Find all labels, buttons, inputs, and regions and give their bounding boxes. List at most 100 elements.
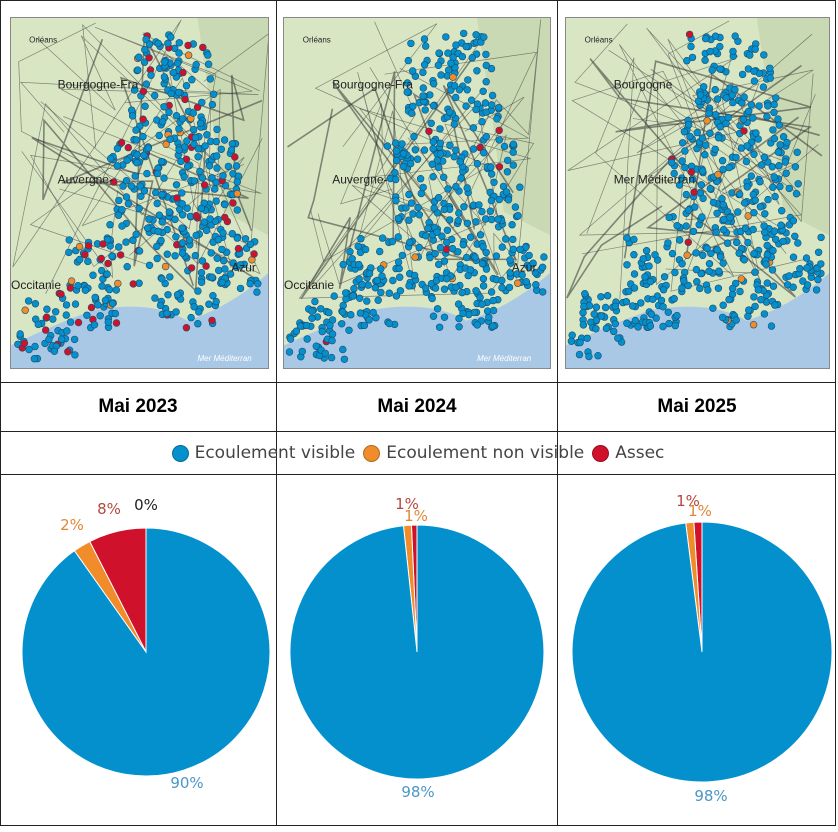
station-marker [472, 31, 480, 39]
station-marker [703, 117, 711, 125]
station-marker [670, 169, 678, 178]
station-marker [498, 276, 506, 285]
station-marker [711, 32, 720, 40]
station-marker [478, 300, 486, 308]
station-marker [202, 226, 211, 235]
station-marker [713, 246, 721, 254]
station-marker [151, 294, 159, 302]
station-marker [660, 273, 669, 281]
station-marker [770, 227, 779, 235]
station-marker [426, 253, 434, 262]
sea-area [284, 273, 550, 368]
station-marker [414, 204, 422, 212]
station-marker [482, 248, 490, 257]
station-marker [478, 117, 486, 126]
station-marker [116, 251, 125, 259]
station-marker [228, 140, 237, 148]
station-marker [163, 309, 171, 318]
station-marker [473, 67, 481, 75]
station-marker [190, 303, 198, 311]
station-marker [132, 136, 141, 144]
station-marker [700, 83, 708, 91]
station-marker [579, 309, 587, 317]
station-marker [764, 195, 772, 204]
station-marker [153, 242, 161, 251]
station-marker [479, 282, 488, 290]
station-marker [716, 122, 725, 131]
station-marker [502, 188, 511, 196]
station-marker [750, 250, 758, 258]
station-marker [435, 163, 443, 172]
station-marker [178, 239, 187, 247]
station-marker [118, 222, 126, 230]
station-marker [468, 53, 477, 62]
station-marker [452, 182, 460, 191]
station-marker [81, 286, 90, 294]
station-marker [478, 259, 487, 268]
station-marker [142, 80, 151, 88]
station-marker [443, 226, 452, 235]
station-marker [246, 280, 254, 288]
station-marker [395, 264, 403, 273]
station-marker [214, 236, 223, 244]
station-marker [762, 260, 770, 268]
station-marker [440, 285, 449, 293]
station-marker [196, 119, 205, 128]
map-2025: Orléans Bourgogne Mer Méditerran [565, 17, 830, 369]
station-marker [391, 139, 400, 147]
legend-swatch-assec [592, 444, 610, 462]
station-marker [623, 261, 631, 269]
station-marker [538, 263, 547, 272]
station-marker [732, 316, 740, 324]
station-marker [169, 68, 178, 77]
station-marker [192, 60, 200, 69]
station-marker [590, 310, 598, 318]
station-marker [625, 287, 633, 295]
station-marker [139, 87, 148, 96]
station-marker [208, 100, 217, 109]
station-marker [783, 138, 791, 147]
station-marker [171, 252, 179, 260]
station-marker [200, 181, 209, 189]
station-marker [189, 125, 198, 134]
station-marker [646, 277, 655, 286]
station-marker [707, 249, 715, 258]
station-marker [178, 200, 186, 208]
station-marker [750, 209, 758, 217]
station-marker [478, 207, 486, 216]
station-marker [472, 287, 480, 295]
pie-data-label: 0% [134, 496, 158, 514]
station-marker [31, 300, 40, 308]
station-marker [714, 284, 723, 292]
station-marker [471, 253, 479, 261]
station-marker [747, 172, 756, 180]
station-marker [645, 262, 653, 270]
map-place-label: Mer Méditerran [477, 354, 532, 363]
station-marker [434, 194, 443, 202]
station-marker [402, 204, 410, 212]
station-marker [489, 322, 497, 330]
station-marker [736, 287, 744, 296]
station-marker [492, 252, 501, 260]
station-marker [678, 157, 686, 165]
station-marker [609, 327, 618, 336]
relief-area [476, 18, 550, 236]
station-marker [160, 73, 169, 81]
station-marker [140, 187, 149, 195]
station-marker [192, 212, 201, 220]
station-marker [411, 146, 420, 154]
station-marker [198, 257, 207, 265]
pie-data-label: 1% [395, 495, 419, 513]
map-place-label: Auvergne- [58, 172, 113, 186]
station-marker [135, 53, 143, 61]
station-marker [567, 337, 576, 345]
station-marker [452, 283, 460, 291]
legend-label: Ecoulement non visible [386, 443, 585, 463]
station-marker [195, 308, 203, 316]
station-marker [711, 85, 719, 94]
station-marker [205, 162, 214, 170]
station-marker [365, 316, 373, 324]
station-marker [114, 243, 123, 251]
station-marker [738, 70, 747, 79]
station-marker [651, 251, 659, 259]
